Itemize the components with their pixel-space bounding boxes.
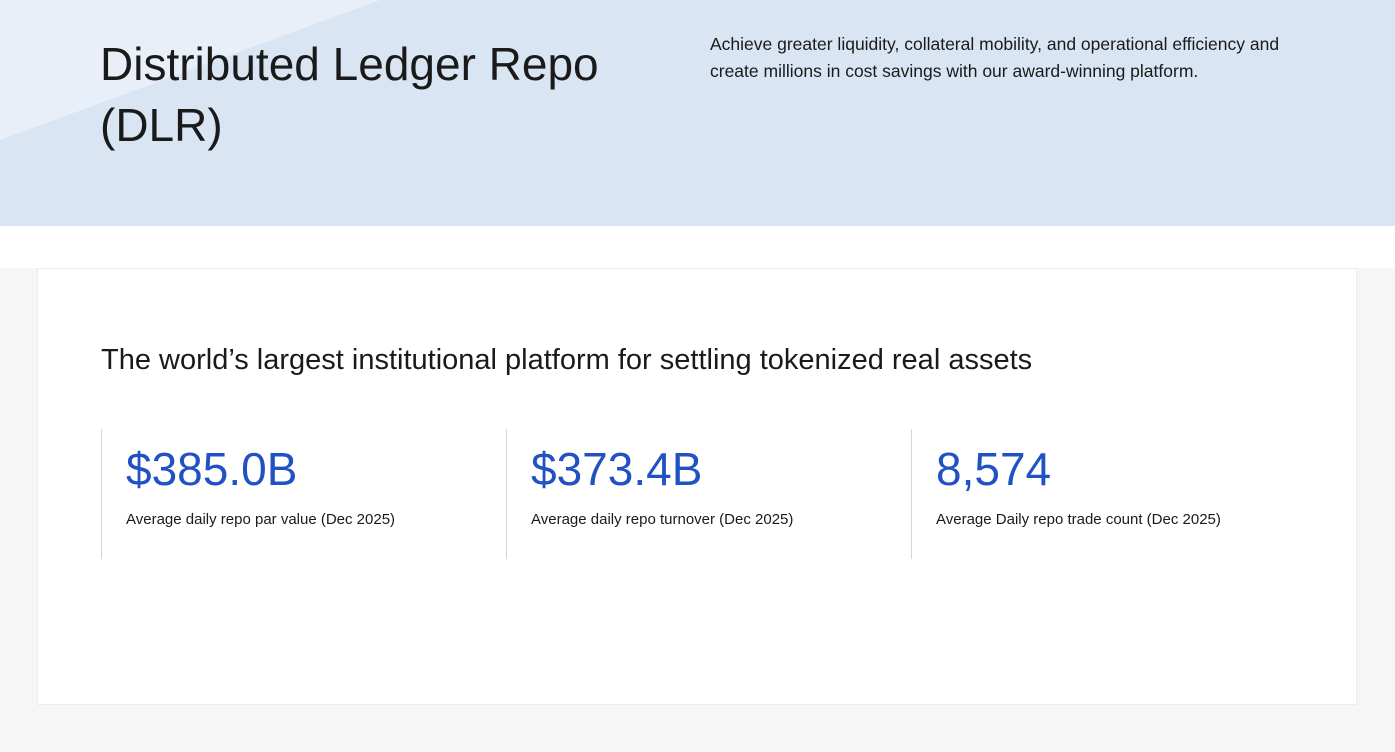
stats-card: The world’s largest institutional platfo… bbox=[37, 268, 1357, 705]
stat-label: Average Daily repo trade count (Dec 2025… bbox=[936, 510, 1221, 528]
hero-section: Distributed Ledger Repo (DLR) Achieve gr… bbox=[0, 0, 1395, 226]
stat-item-repo-trade-count: 8,574 Average Daily repo trade count (De… bbox=[911, 429, 1316, 560]
stat-value: $373.4B bbox=[531, 443, 703, 496]
stat-label: Average daily repo turnover (Dec 2025) bbox=[531, 510, 794, 528]
page-title: Distributed Ledger Repo (DLR) bbox=[100, 38, 599, 151]
stats-heading: The world’s largest institutional platfo… bbox=[101, 344, 1033, 376]
stat-label: Average daily repo par value (Dec 2025) bbox=[126, 510, 396, 528]
main-section: The world’s largest institutional platfo… bbox=[0, 268, 1395, 752]
hero-description: Achieve greater liquidity, collateral mo… bbox=[710, 34, 1280, 82]
hero-content-gap bbox=[0, 226, 1395, 268]
stat-item-repo-turnover: $373.4B Average daily repo turnover (Dec… bbox=[506, 429, 911, 560]
stat-value: $385.0B bbox=[126, 443, 298, 496]
stat-item-repo-par-value: $385.0B Average daily repo par value (De… bbox=[101, 429, 506, 560]
stat-value: 8,574 bbox=[936, 443, 1052, 496]
stats-row: $385.0B Average daily repo par value (De… bbox=[101, 429, 1296, 560]
